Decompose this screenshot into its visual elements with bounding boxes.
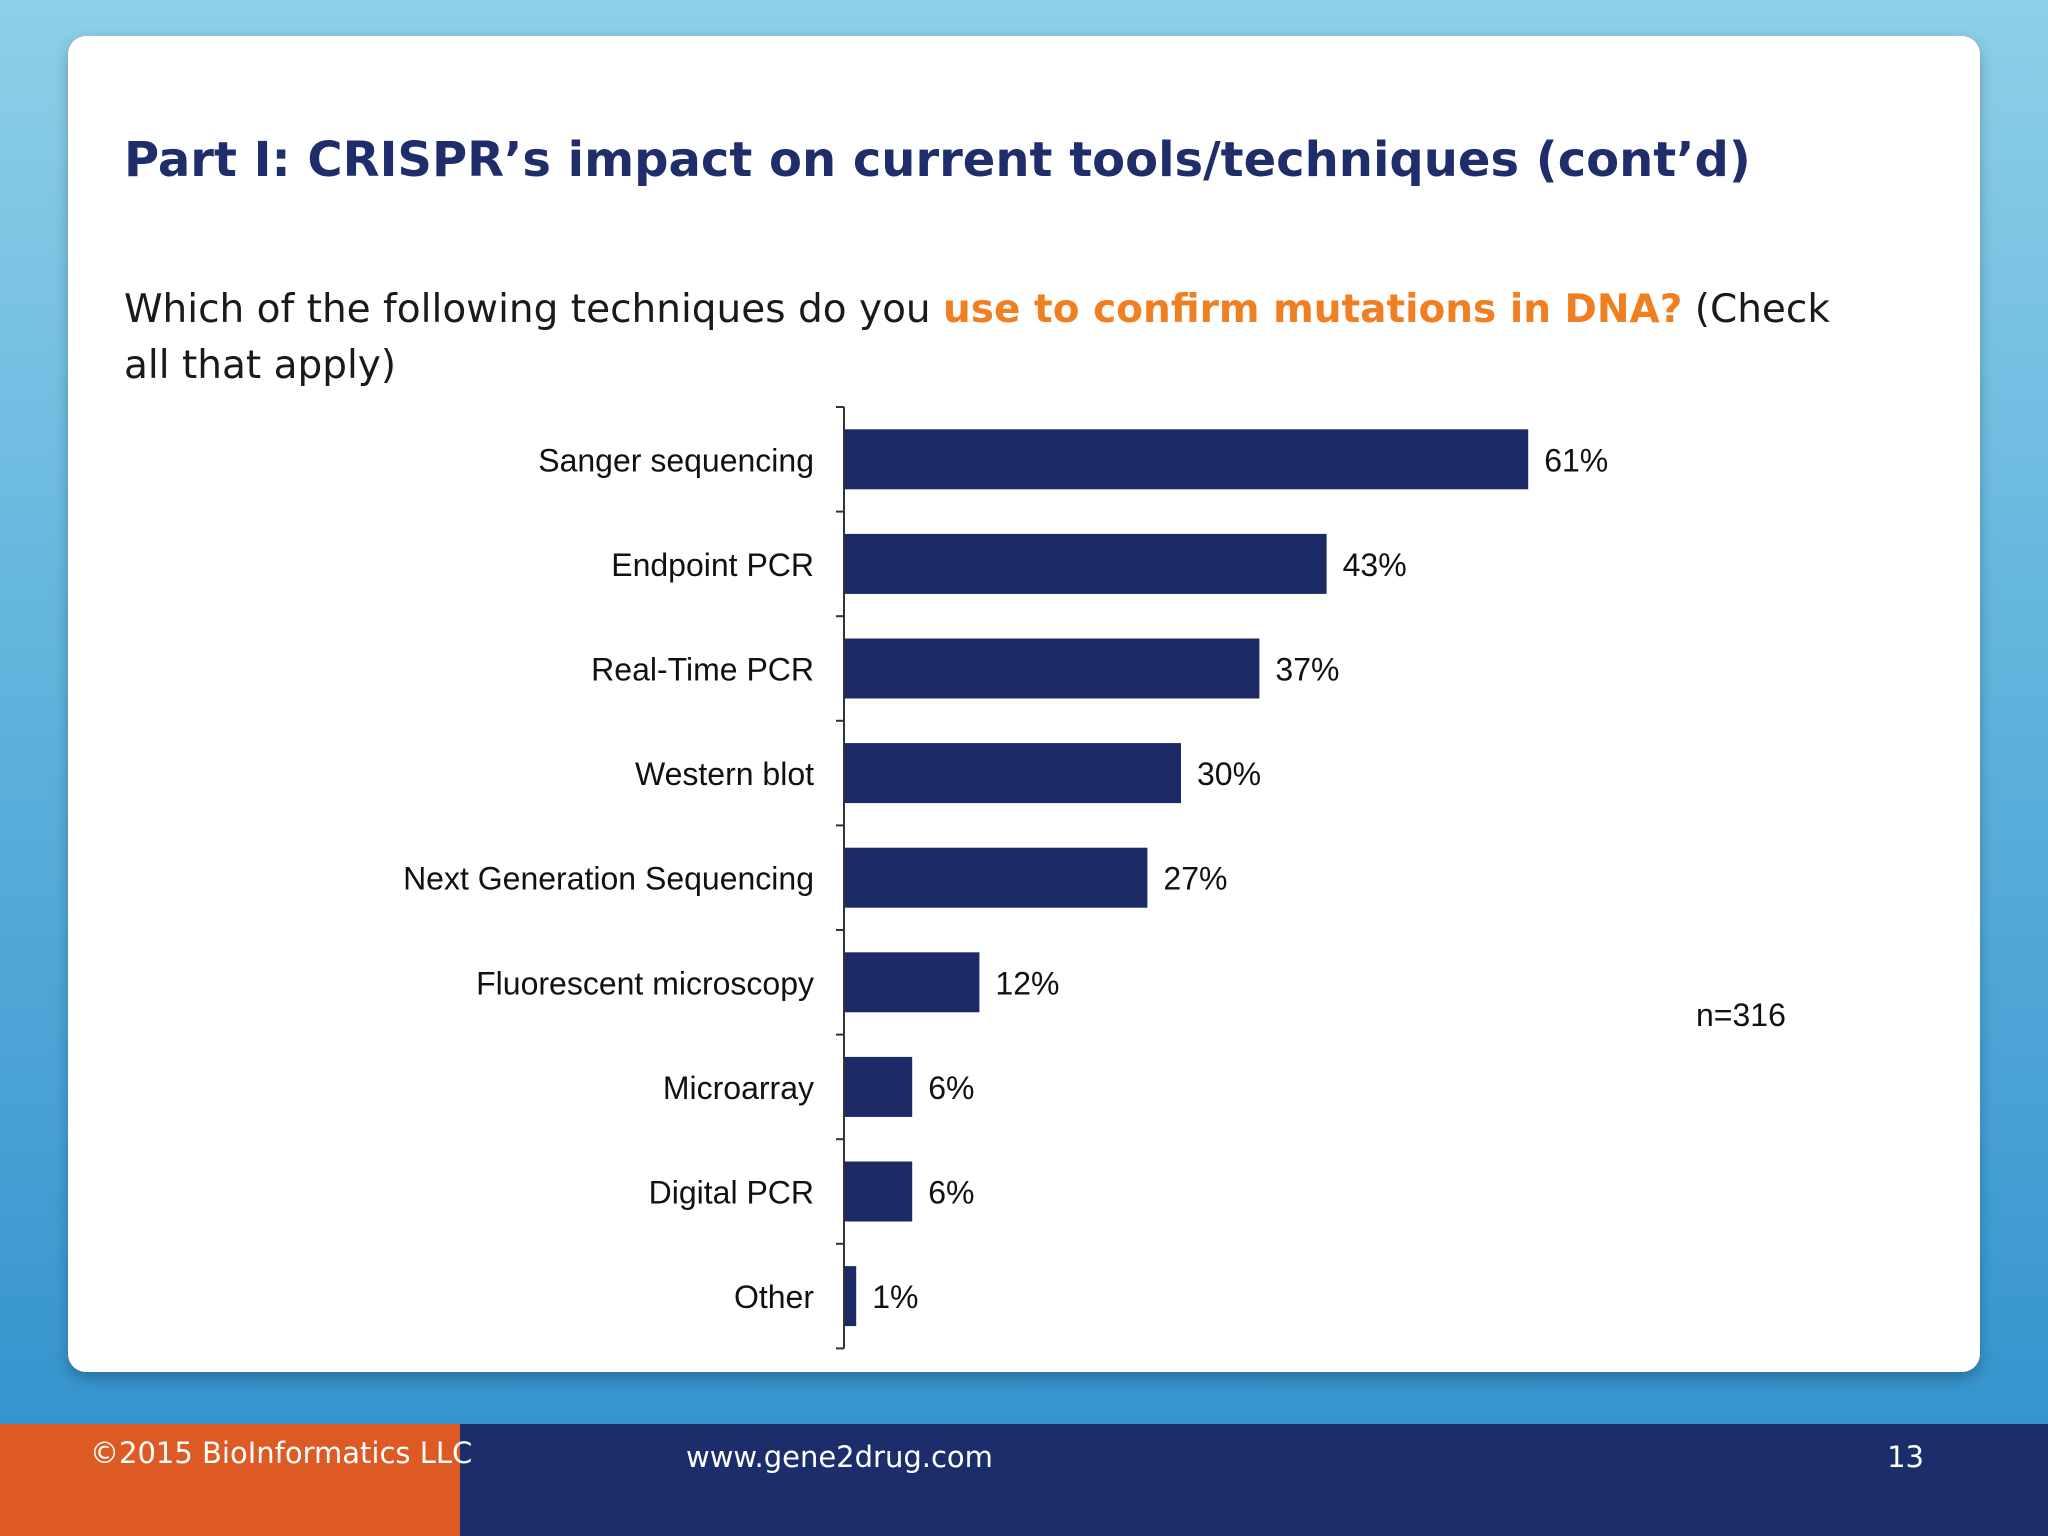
- category-label: Other: [734, 1279, 814, 1315]
- category-label: Sanger sequencing: [538, 442, 814, 478]
- value-label: 30%: [1197, 756, 1261, 792]
- bar: [845, 638, 1260, 699]
- value-label: 27%: [1163, 861, 1227, 897]
- bar: [845, 952, 980, 1013]
- value-label: 61%: [1544, 442, 1608, 478]
- bar: [845, 533, 1327, 594]
- category-label: Real-Time PCR: [591, 652, 814, 688]
- bar-chart: Sanger sequencing 61% Endpoint PCR 43% Real-…: [403, 406, 1786, 1350]
- value-label: 37%: [1275, 652, 1339, 688]
- page-number: 13: [1887, 1440, 1924, 1474]
- category-label: Microarray: [663, 1070, 814, 1106]
- bar: [845, 1161, 913, 1222]
- slide-card: [68, 36, 1980, 1372]
- question-text-start: Which of the following techniques do you: [124, 287, 944, 332]
- sample-size-note: n=316: [1696, 997, 1786, 1033]
- category-label: Endpoint PCR: [611, 547, 814, 583]
- category-label: Next Generation Sequencing: [403, 861, 814, 897]
- chart-labels: Sanger sequencing 61% Endpoint PCR 43% Real-…: [403, 442, 1608, 1315]
- bar: [845, 847, 1148, 908]
- bar: [845, 429, 1529, 490]
- value-label: 6%: [928, 1175, 974, 1211]
- bar: [845, 743, 1181, 804]
- footer-website: www.gene2drug.com: [686, 1440, 993, 1474]
- chart-bars: [845, 429, 1529, 1327]
- value-label: 1%: [872, 1279, 918, 1315]
- slide-title: Part I: CRISPR’s impact on current tools…: [124, 132, 1751, 188]
- question-highlight: use to confirm mutations in DNA?: [943, 287, 1683, 332]
- value-label: 12%: [995, 965, 1059, 1001]
- category-label: Western blot: [635, 756, 814, 792]
- category-label: Fluorescent microscopy: [476, 965, 814, 1001]
- bar: [845, 1266, 857, 1327]
- question-text-end: (Check all that apply): [124, 287, 1830, 388]
- survey-question: Which of the following techniques do you…: [124, 282, 1884, 394]
- value-label: 6%: [928, 1070, 974, 1106]
- footer-right-panel: [460, 1424, 2048, 1536]
- bar: [845, 1056, 913, 1117]
- footer-left-panel: [0, 1424, 460, 1536]
- category-label: Digital PCR: [649, 1175, 814, 1211]
- chart-axis: [836, 406, 845, 1350]
- footer-copyright: ©2015 BioInformatics LLC: [90, 1436, 473, 1470]
- value-label: 43%: [1343, 547, 1407, 583]
